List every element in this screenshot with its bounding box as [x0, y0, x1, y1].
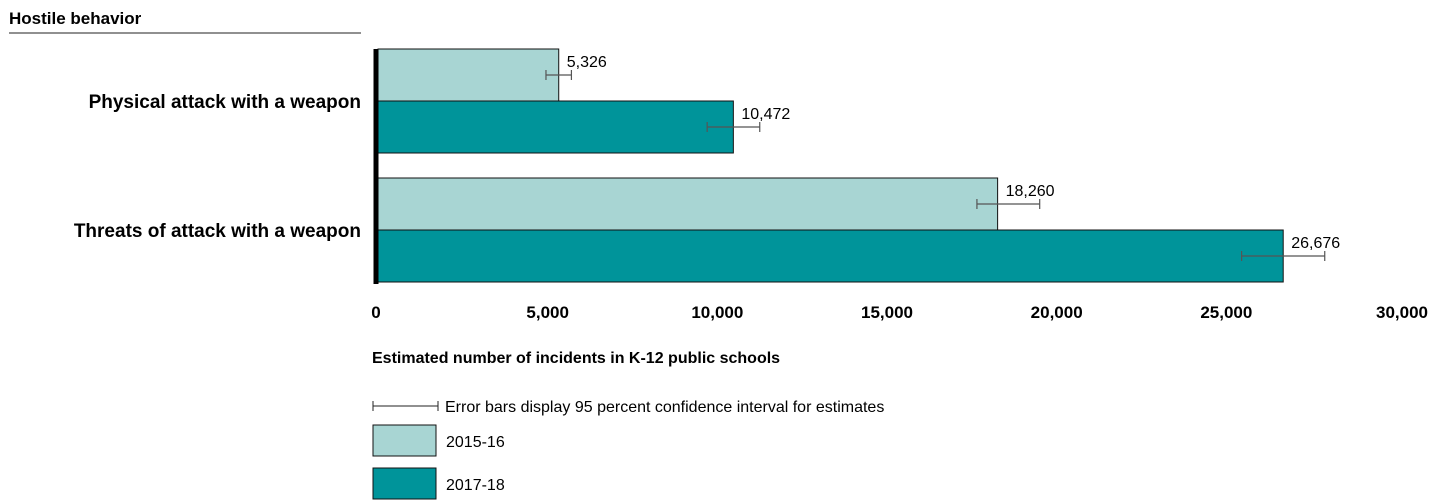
legend-label-2017-18: 2017-18 [446, 477, 505, 494]
section-title: Hostile behavior [9, 9, 142, 28]
error-bar-physical-attack-with-a-weapon-2017-18 [706, 122, 761, 132]
x-tick-label-5-000: 5,000 [526, 303, 569, 322]
legend-swatch-2017-18 [372, 467, 437, 500]
x-tick-label-25-000: 25,000 [1200, 303, 1252, 322]
x-tick-label-15-000: 15,000 [861, 303, 913, 322]
value-label-physical-attack-with-a-weapon-2017-18: 10,472 [741, 106, 790, 123]
legend-error-bar-note: Error bars display 95 percent confidence… [445, 399, 884, 416]
category-label-threats-of-attack-with-a-weapon: Threats of attack with a weapon [74, 221, 361, 242]
value-label-threats-of-attack-with-a-weapon-2015-16: 18,260 [1006, 183, 1055, 200]
legend-swatch-2015-16 [372, 424, 437, 457]
bar-threats-of-attack-with-a-weapon-2017-18 [377, 229, 1284, 283]
x-tick-label-30-000: 30,000 [1376, 303, 1428, 322]
error-bar-threats-of-attack-with-a-weapon-2015-16 [976, 199, 1041, 209]
category-label-physical-attack-with-a-weapon: Physical attack with a weapon [89, 92, 361, 113]
legend-error-bar-symbol [372, 401, 439, 411]
bar-threats-of-attack-with-a-weapon-2015-16 [377, 177, 999, 231]
legend: Error bars display 95 percent confidence… [372, 399, 884, 500]
x-tick-label-10-000: 10,000 [691, 303, 743, 322]
bar-physical-attack-with-a-weapon-2017-18 [377, 100, 734, 154]
error-bar-threats-of-attack-with-a-weapon-2017-18 [1241, 251, 1326, 261]
bar-physical-attack-with-a-weapon-2015-16 [377, 48, 560, 102]
x-tick-label-0: 0 [371, 303, 380, 322]
error-bar-physical-attack-with-a-weapon-2015-16 [545, 70, 573, 80]
x-tick-label-20-000: 20,000 [1031, 303, 1083, 322]
value-label-threats-of-attack-with-a-weapon-2017-18: 26,676 [1291, 235, 1340, 252]
x-axis-title: Estimated number of incidents in K-12 pu… [372, 350, 780, 367]
legend-label-2015-16: 2015-16 [446, 434, 505, 451]
value-label-physical-attack-with-a-weapon-2015-16: 5,326 [567, 54, 607, 71]
